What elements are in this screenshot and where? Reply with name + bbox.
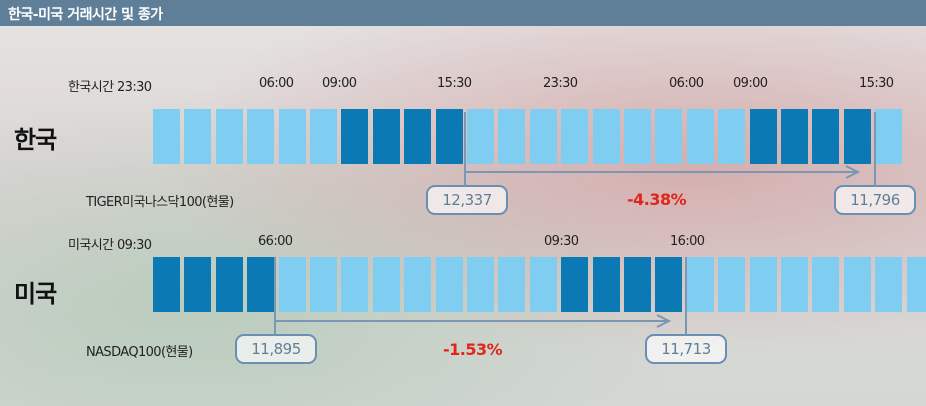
korea-time-cell-3 bbox=[247, 109, 275, 164]
korea-time-cell-17 bbox=[686, 109, 714, 164]
us-time-cell-0 bbox=[153, 257, 180, 312]
korea-time-label-5: 06:00 bbox=[669, 76, 704, 91]
us-time-cell-23 bbox=[875, 257, 903, 312]
korea-time-cell-11 bbox=[498, 109, 526, 164]
us-time-cell-6 bbox=[341, 257, 369, 312]
us-time-cell-22 bbox=[843, 257, 871, 312]
korea-change-percent: -4.38% bbox=[627, 190, 687, 209]
korea-time-cell-19 bbox=[749, 109, 777, 164]
korea-time-cell-15 bbox=[624, 109, 651, 164]
us-time-cell-7 bbox=[372, 257, 400, 312]
korea-time-cell-13 bbox=[561, 109, 589, 164]
korea-time-cell-2 bbox=[215, 109, 243, 164]
korea-time-label-6: 09:00 bbox=[733, 76, 768, 91]
us-time-label-3: 16:00 bbox=[670, 234, 705, 249]
us-time-cell-9 bbox=[435, 257, 463, 312]
korea-time-label-4: 23:30 bbox=[543, 76, 578, 91]
korea-end-price: 11,796 bbox=[834, 185, 916, 215]
korea-time-cell-5 bbox=[310, 109, 337, 164]
korea-time-cell-20 bbox=[781, 109, 808, 164]
korea-time-cell-10 bbox=[467, 109, 494, 164]
us-time-cell-4 bbox=[278, 257, 306, 312]
korea-time-cell-22 bbox=[843, 109, 871, 164]
us-time-cell-20 bbox=[781, 257, 808, 312]
us-time-cell-11 bbox=[498, 257, 526, 312]
us-time-label-2: 09:30 bbox=[544, 234, 579, 249]
us-time-cell-13 bbox=[561, 257, 589, 312]
korea-time-cell-1 bbox=[184, 109, 212, 164]
us-time-cell-19 bbox=[749, 257, 777, 312]
korea-time-cell-23 bbox=[875, 109, 903, 164]
korea-time-cell-18 bbox=[718, 109, 746, 164]
us-change-percent: -1.53% bbox=[443, 340, 503, 359]
us-time-cell-2 bbox=[215, 257, 243, 312]
us-time-cell-16 bbox=[655, 257, 683, 312]
us-time-cell-12 bbox=[529, 257, 557, 312]
korea-product-label: TIGER미국나스닥100(현물) bbox=[86, 195, 234, 210]
korea-time-label-2: 09:00 bbox=[322, 76, 357, 91]
us-end-price: 11,713 bbox=[645, 334, 727, 364]
us-start-connector bbox=[274, 257, 276, 335]
us-country-label: 미국 bbox=[14, 280, 57, 308]
korea-time-cell-7 bbox=[372, 109, 400, 164]
us-time-cell-8 bbox=[404, 257, 432, 312]
us-time-cell-18 bbox=[718, 257, 746, 312]
us-time-cell-21 bbox=[812, 257, 840, 312]
korea-time-cell-14 bbox=[592, 109, 620, 164]
korea-time-label-0: 한국시간 23:30 bbox=[68, 80, 152, 95]
us-end-connector bbox=[685, 257, 687, 335]
us-time-cell-24 bbox=[906, 257, 926, 312]
korea-time-cell-21 bbox=[812, 109, 840, 164]
us-time-cell-3 bbox=[247, 257, 275, 312]
korea-end-connector bbox=[874, 112, 876, 186]
korea-time-cell-8 bbox=[404, 109, 432, 164]
korea-time-cell-12 bbox=[529, 109, 557, 164]
header-bar: 한국-미국 거래시간 및 종가 bbox=[0, 0, 926, 26]
korea-time-cell-6 bbox=[341, 109, 369, 164]
korea-country-label: 한국 bbox=[14, 126, 57, 154]
korea-price-arrow bbox=[466, 165, 861, 179]
us-time-cell-1 bbox=[184, 257, 212, 312]
us-time-label-0: 미국시간 09:30 bbox=[68, 238, 152, 253]
us-product-label: NASDAQ100(현물) bbox=[86, 345, 193, 360]
korea-time-label-1: 06:00 bbox=[259, 76, 294, 91]
us-start-price: 11,895 bbox=[235, 334, 317, 364]
us-time-cell-5 bbox=[310, 257, 337, 312]
us-time-cell-10 bbox=[467, 257, 494, 312]
header-title: 한국-미국 거래시간 및 종가 bbox=[8, 7, 163, 23]
korea-time-cell-16 bbox=[655, 109, 683, 164]
us-time-label-1: 66:00 bbox=[258, 234, 293, 249]
korea-start-price: 12,337 bbox=[426, 185, 508, 215]
us-time-cell-14 bbox=[592, 257, 620, 312]
korea-start-connector bbox=[464, 112, 466, 186]
us-price-arrow bbox=[276, 314, 672, 328]
korea-time-cell-4 bbox=[278, 109, 306, 164]
korea-time-cell-9 bbox=[435, 109, 463, 164]
us-time-cell-15 bbox=[624, 257, 651, 312]
korea-time-label-3: 15:30 bbox=[437, 76, 472, 91]
korea-time-label-7: 15:30 bbox=[859, 76, 894, 91]
korea-time-cell-0 bbox=[153, 109, 180, 164]
us-time-cell-17 bbox=[686, 257, 714, 312]
